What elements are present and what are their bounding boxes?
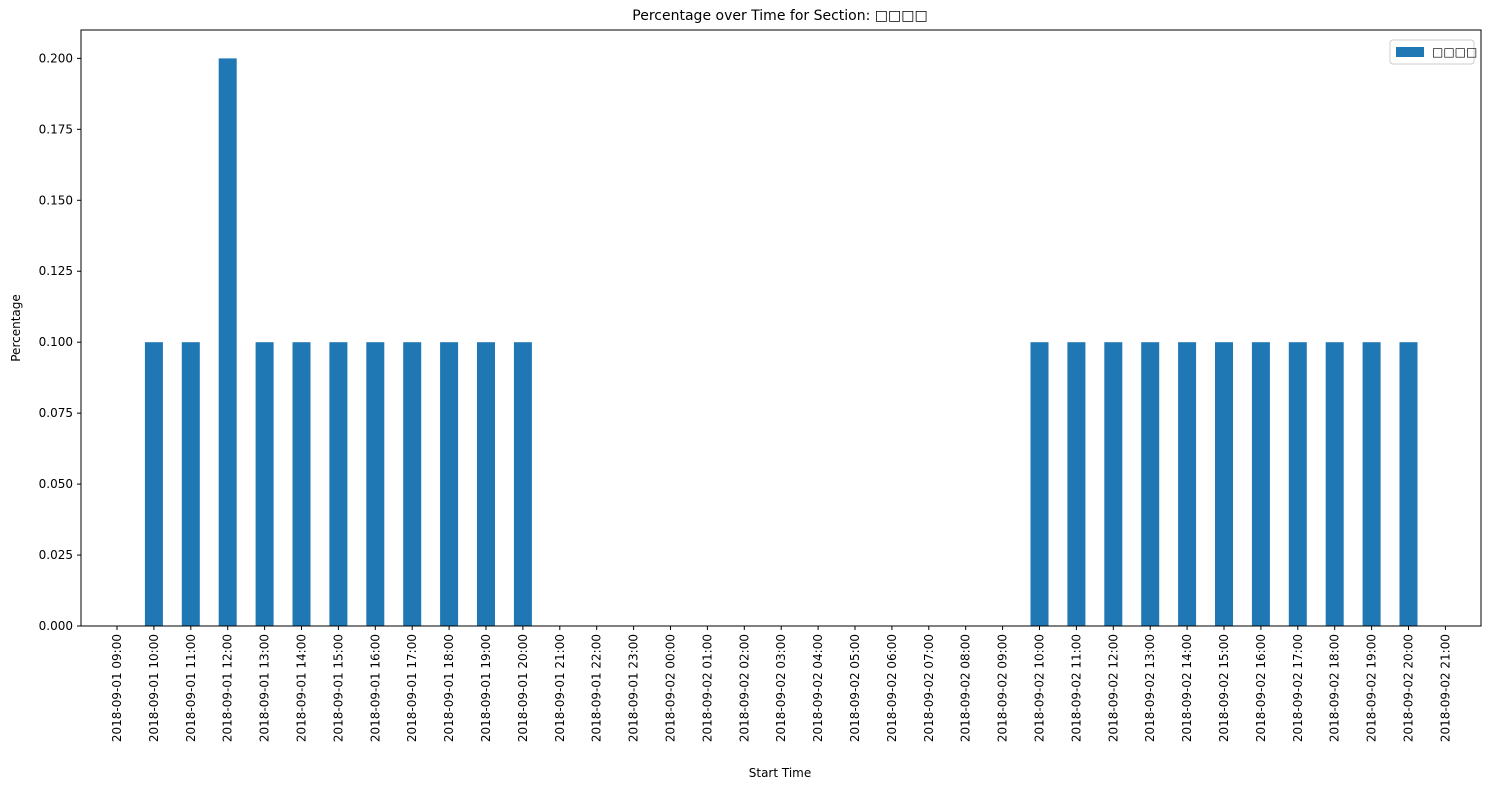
x-tick-label: 2018-09-01 11:00 (184, 634, 198, 742)
x-tick-label: 2018-09-02 17:00 (1291, 634, 1305, 742)
x-tick-label: 2018-09-02 05:00 (848, 634, 862, 742)
bar (1399, 342, 1418, 626)
x-axis: 2018-09-01 09:00 2018-09-01 10:00 2018-09-… (110, 626, 1452, 742)
x-tick-label: 2018-09-02 19:00 (1365, 634, 1379, 742)
x-tick-label: 2018-09-01 12:00 (221, 634, 235, 742)
x-tick-label: 2018-09-02 00:00 (664, 634, 678, 742)
x-tick-label: 2018-09-01 23:00 (627, 634, 641, 742)
bar (477, 342, 495, 626)
x-tick-label: 2018-09-01 18:00 (442, 634, 456, 742)
x-tick-label: 2018-09-01 15:00 (331, 634, 345, 742)
bar (1178, 342, 1197, 626)
y-tick-label: 0.025 (39, 548, 73, 562)
x-tick-label: 2018-09-02 21:00 (1438, 634, 1452, 742)
plot-frame (80, 29, 1482, 627)
x-tick-label: 2018-09-01 20:00 (516, 634, 530, 742)
x-tick-label: 2018-09-02 03:00 (774, 634, 788, 742)
y-axis: 0.000 0.025 0.050 0.075 0.100 0.125 0.150 0.175… (39, 51, 81, 633)
x-tick-label: 2018-09-02 10:00 (1033, 634, 1047, 742)
y-tick-label: 0.175 (39, 122, 73, 136)
bar (513, 342, 532, 626)
legend-box (1389, 39, 1475, 65)
x-axis-label: Start Time (749, 766, 812, 780)
x-tick-label: 2018-09-01 09:00 (110, 634, 124, 742)
x-tick-label: 2018-09-02 01:00 (700, 634, 714, 742)
x-tick-label: 2018-09-02 20:00 (1402, 634, 1416, 742)
bar (1215, 342, 1233, 626)
legend: □□□□ (1389, 39, 1477, 65)
bar (1325, 342, 1344, 626)
x-tick-label: 2018-09-01 17:00 (405, 634, 419, 742)
x-tick-label: 2018-09-02 09:00 (996, 634, 1010, 742)
x-tick-label: 2018-09-02 04:00 (811, 634, 825, 742)
bar (1104, 342, 1123, 626)
bar (440, 342, 459, 626)
bar (292, 342, 311, 626)
x-tick-label: 2018-09-02 12:00 (1106, 634, 1120, 742)
y-tick-label: 0.200 (39, 51, 73, 65)
x-tick-label: 2018-09-01 14:00 (295, 634, 309, 742)
bar (218, 58, 237, 626)
x-tick-label: 2018-09-02 13:00 (1143, 634, 1157, 742)
x-tick-label: 2018-09-02 11:00 (1069, 634, 1083, 742)
x-tick-label: 2018-09-01 13:00 (258, 634, 272, 742)
bar (1141, 342, 1160, 626)
legend-label: □□□□ (1432, 45, 1477, 59)
x-tick-label: 2018-09-02 02:00 (737, 634, 751, 742)
y-tick-label: 0.075 (39, 406, 73, 420)
x-tick-label: 2018-09-02 14:00 (1180, 634, 1194, 742)
bar (1067, 342, 1086, 626)
y-tick-label: 0.000 (39, 619, 73, 633)
bar (366, 342, 385, 626)
bars-group (144, 58, 1418, 626)
legend-swatch (1396, 47, 1424, 57)
x-tick-label: 2018-09-01 21:00 (553, 634, 567, 742)
x-tick-label: 2018-09-02 06:00 (885, 634, 899, 742)
bar (403, 342, 422, 626)
x-tick-label: 2018-09-01 22:00 (590, 634, 604, 742)
x-tick-label: 2018-09-02 15:00 (1217, 634, 1231, 742)
bar (1030, 342, 1049, 626)
x-tick-label: 2018-09-02 18:00 (1328, 634, 1342, 742)
x-tick-label: 2018-09-02 16:00 (1254, 634, 1268, 742)
x-tick-label: 2018-09-01 10:00 (147, 634, 161, 742)
x-tick-label: 2018-09-02 07:00 (922, 634, 936, 742)
y-tick-label: 0.150 (39, 193, 73, 207)
y-tick-label: 0.050 (39, 477, 73, 491)
bar (1288, 342, 1307, 626)
x-tick-label: 2018-09-01 19:00 (479, 634, 493, 742)
y-tick-label: 0.100 (39, 335, 73, 349)
chart-title: Percentage over Time for Section: □□□□ (632, 8, 927, 24)
bar (1251, 342, 1270, 626)
y-axis-label: Percentage (9, 294, 23, 362)
y-tick-label: 0.125 (39, 264, 73, 278)
x-tick-label: 2018-09-01 16:00 (368, 634, 382, 742)
bar (255, 342, 274, 626)
bar (181, 342, 200, 626)
bar (1362, 342, 1381, 626)
bar (329, 342, 348, 626)
x-tick-label: 2018-09-02 08:00 (959, 634, 973, 742)
bar (144, 342, 163, 626)
